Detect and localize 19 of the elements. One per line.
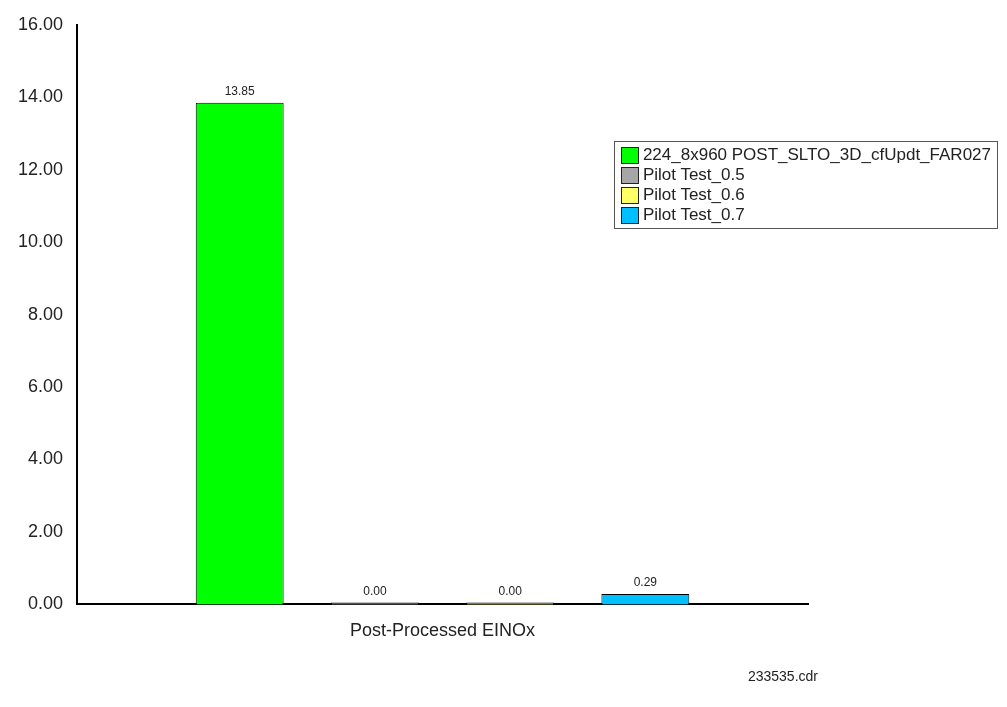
x-tick-label: Post-Processed EINOx bbox=[349, 620, 536, 641]
data-label: 0.29 bbox=[633, 575, 658, 590]
y-tick-label: 2.00 bbox=[28, 520, 64, 541]
y-tick-label: 16.00 bbox=[18, 13, 64, 34]
legend-label: Pilot Test_0.7 bbox=[642, 205, 745, 225]
legend-label: 224_8x960 POST_SLTO_3D_cfUpdt_FAR027 bbox=[642, 145, 991, 165]
y-tick-label: 12.00 bbox=[18, 158, 64, 179]
y-tick-label: 10.00 bbox=[18, 231, 64, 252]
y-tick-label: 4.00 bbox=[28, 448, 64, 469]
y-tick-label: 6.00 bbox=[28, 376, 64, 397]
data-label: 13.85 bbox=[224, 84, 256, 98]
y-tick-label: 8.00 bbox=[28, 303, 64, 324]
y-tick-label: 0.00 bbox=[28, 593, 64, 614]
legend-label: Pilot Test_0.6 bbox=[642, 185, 745, 205]
y-tick-label: 14.00 bbox=[18, 86, 64, 107]
text: 233535.cdr bbox=[747, 668, 818, 684]
legend-label: Pilot Test_0.5 bbox=[642, 165, 745, 185]
data-label: 0.00 bbox=[498, 583, 523, 598]
data-label: 0.00 bbox=[363, 583, 387, 598]
